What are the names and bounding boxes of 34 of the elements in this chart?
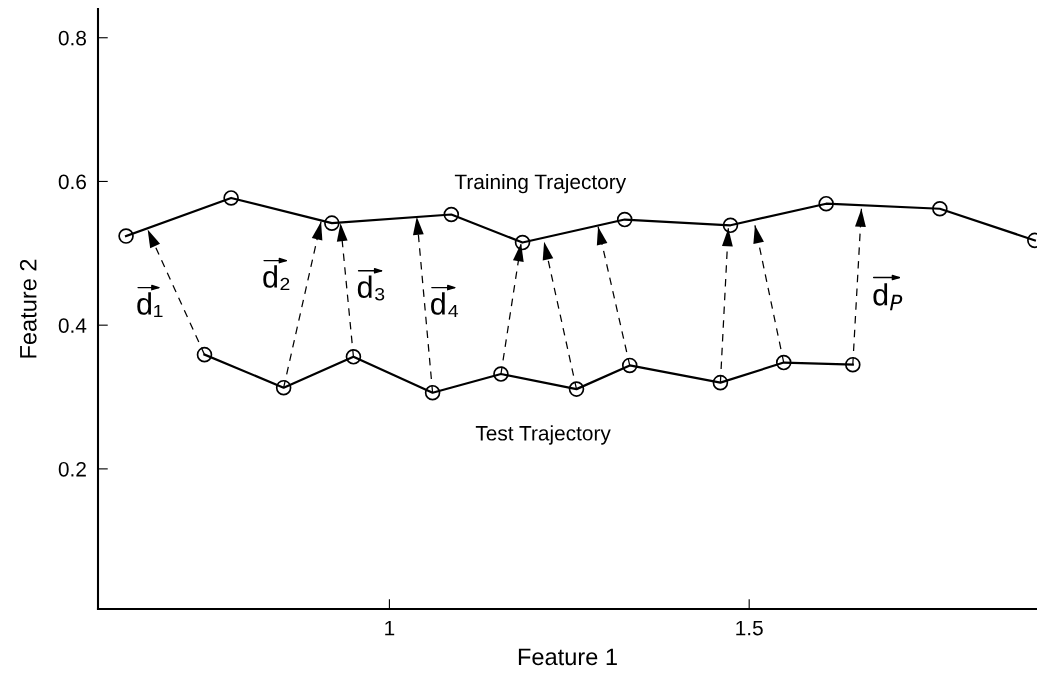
- point: [223, 190, 239, 206]
- x-axis-title: Feature 1: [518, 648, 617, 666]
- annotation: d₄: [431, 292, 459, 318]
- point: [932, 200, 948, 217]
- point: [324, 215, 340, 231]
- point: [775, 354, 792, 371]
- point: [275, 379, 292, 396]
- point: [722, 217, 739, 234]
- point: [196, 346, 213, 363]
- y-tick-label: 0.4: [58, 318, 87, 333]
- point: [345, 349, 362, 365]
- point: [712, 374, 729, 391]
- annotation: Test Trajectory: [475, 425, 611, 445]
- annotation: d₃: [357, 275, 385, 301]
- annotation: d₂: [263, 265, 290, 291]
- point: [845, 356, 861, 373]
- point: [118, 228, 134, 244]
- y-tick-label: 0.6: [58, 174, 86, 190]
- x-tick-label: 1.5: [736, 620, 763, 636]
- point: [616, 211, 633, 228]
- x-tick-label: 1: [385, 620, 395, 636]
- point: [621, 357, 638, 374]
- annotation: d₁: [137, 292, 163, 318]
- point: [818, 195, 834, 212]
- point: [568, 381, 585, 397]
- y-axis-title: Feature 2: [19, 259, 37, 358]
- point: [424, 384, 441, 401]
- annotation: Training Trajectory: [454, 173, 627, 194]
- y-tick-label: 0.8: [58, 30, 86, 46]
- point: [514, 234, 531, 251]
- point: [443, 206, 460, 223]
- y-tick-label: 0.2: [58, 461, 86, 477]
- annotation: d$_{P}$: [873, 283, 903, 311]
- point: [493, 366, 509, 382]
